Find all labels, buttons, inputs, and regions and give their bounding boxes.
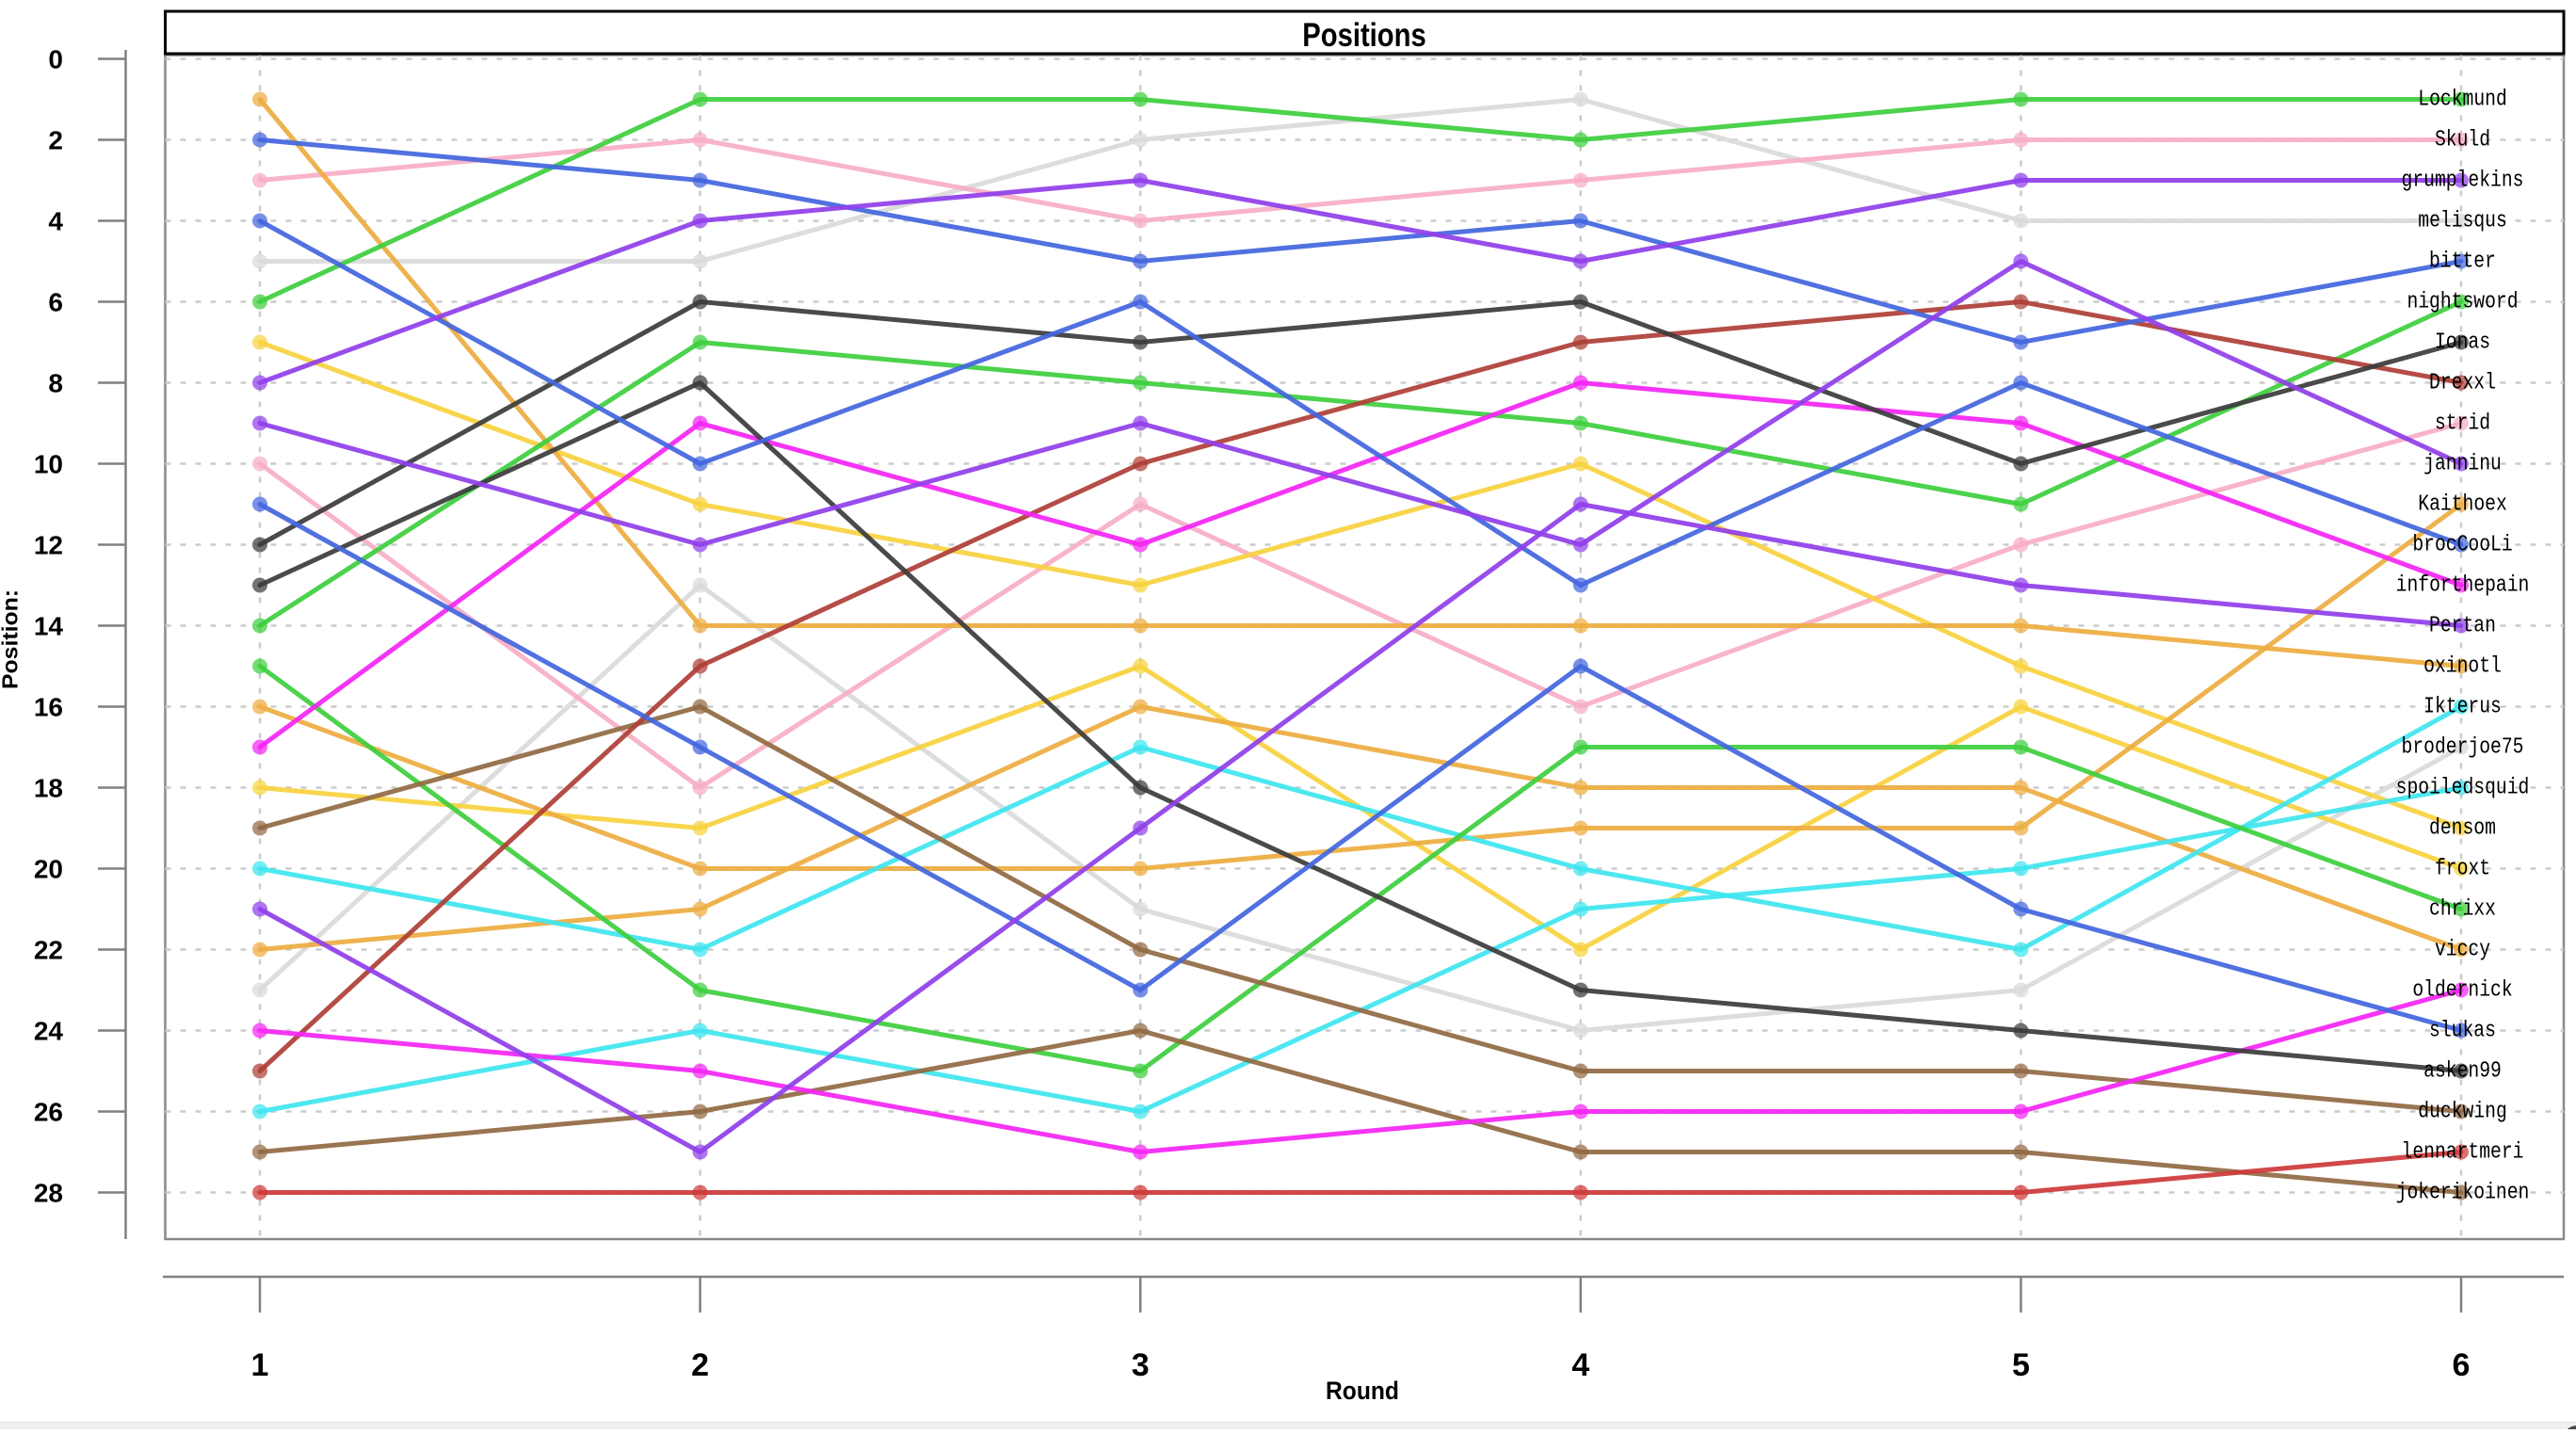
svg-text:28: 28 — [34, 1179, 63, 1208]
svg-text:grumplekins: grumplekins — [2402, 169, 2524, 194]
svg-text:8: 8 — [48, 369, 63, 398]
svg-text:14: 14 — [34, 612, 64, 641]
svg-text:duckwing: duckwing — [2418, 1100, 2507, 1125]
svg-text:10: 10 — [34, 450, 63, 479]
svg-text:Pertan: Pertan — [2429, 614, 2496, 639]
svg-text:brocCooLi: brocCooLi — [2412, 533, 2512, 558]
svg-text:viccy: viccy — [2435, 938, 2490, 963]
svg-text:densom: densom — [2429, 816, 2496, 842]
svg-text:3: 3 — [1132, 1347, 1150, 1383]
svg-text:slukas: slukas — [2429, 1019, 2496, 1044]
svg-text:janninu: janninu — [2423, 452, 2502, 477]
svg-text:16: 16 — [34, 693, 63, 722]
svg-text:18: 18 — [34, 774, 63, 803]
svg-text:5: 5 — [2012, 1347, 2030, 1383]
svg-text:jokerikoinen: jokerikoinen — [2396, 1181, 2530, 1206]
svg-text:4: 4 — [1571, 1347, 1589, 1383]
svg-text:0: 0 — [48, 45, 63, 74]
svg-text:Kaithoex: Kaithoex — [2418, 492, 2507, 518]
svg-text:strid: strid — [2435, 411, 2490, 437]
svg-text:Lockmund: Lockmund — [2418, 88, 2507, 113]
svg-text:inforthepain: inforthepain — [2396, 573, 2530, 599]
svg-text:Round: Round — [1326, 1377, 1399, 1405]
svg-text:spoiledsquid: spoiledsquid — [2396, 776, 2530, 801]
svg-text:Positions: Positions — [1302, 16, 1426, 54]
svg-text:20: 20 — [34, 855, 63, 884]
svg-text:6: 6 — [2453, 1347, 2471, 1383]
svg-text:froxt: froxt — [2435, 857, 2490, 882]
svg-text:6: 6 — [48, 288, 63, 317]
svg-text:chrixx: chrixx — [2429, 897, 2496, 923]
svg-text:oldernick: oldernick — [2412, 978, 2512, 1004]
svg-text:2: 2 — [691, 1347, 709, 1383]
svg-text:1: 1 — [251, 1347, 269, 1383]
svg-text:lennartmeri: lennartmeri — [2402, 1140, 2524, 1166]
svg-text:melisqus: melisqus — [2418, 209, 2507, 234]
svg-text:22: 22 — [34, 936, 63, 965]
svg-text:Position:: Position: — [0, 589, 23, 689]
svg-text:24: 24 — [34, 1017, 64, 1046]
svg-text:Skuld: Skuld — [2435, 128, 2490, 153]
svg-text:2: 2 — [48, 126, 63, 155]
svg-text:Drexxl: Drexxl — [2429, 371, 2496, 396]
svg-text:Ionas: Ionas — [2435, 330, 2490, 356]
svg-text:Ikterus: Ikterus — [2423, 695, 2502, 720]
svg-text:26: 26 — [34, 1098, 63, 1127]
svg-text:oxinotl: oxinotl — [2423, 654, 2502, 680]
svg-text:asken99: asken99 — [2423, 1059, 2502, 1085]
svg-text:12: 12 — [34, 531, 63, 560]
svg-text:4: 4 — [48, 207, 63, 236]
svg-text:broderjoe75: broderjoe75 — [2402, 735, 2524, 761]
svg-text:nightsword: nightsword — [2407, 290, 2518, 315]
svg-text:bitter: bitter — [2429, 250, 2496, 275]
